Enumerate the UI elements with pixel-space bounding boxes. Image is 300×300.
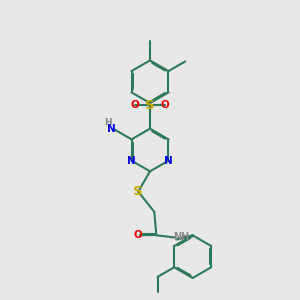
Text: N: N [106,124,115,134]
Text: NH: NH [173,232,189,242]
Text: N: N [127,156,136,166]
Text: S: S [145,99,155,112]
Text: O: O [160,100,169,110]
Text: N: N [164,156,173,166]
Text: H: H [104,118,112,127]
Text: O: O [134,230,142,240]
Text: S: S [134,185,143,198]
Text: O: O [131,100,140,110]
